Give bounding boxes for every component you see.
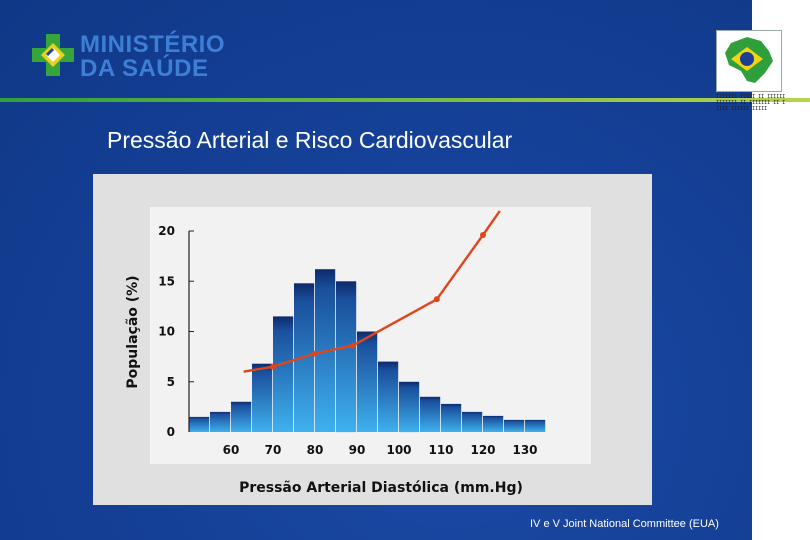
- brazil-logo-caption: IIIIIII IIIII II IIIIII IIIIIII II IIIII…: [716, 94, 786, 112]
- source-citation: IV e V Joint National Committee (EUA): [530, 518, 719, 530]
- bar-8: [357, 331, 378, 432]
- ministry-wordmark: MINISTÉRIO DA SAÚDE: [80, 33, 280, 81]
- brazil-logo: [716, 30, 782, 92]
- bar-2: [231, 401, 252, 432]
- y-tick-label-20: 20: [158, 224, 175, 238]
- bar-3: [252, 363, 273, 432]
- bars: [189, 269, 546, 433]
- bar-14: [483, 415, 504, 432]
- x-axis-title: Pressão Arterial Diastólica (mm.Hg): [239, 480, 523, 496]
- bar-0: [189, 416, 210, 432]
- y-axis-title: População (%): [125, 275, 141, 388]
- distribution-chart: 0 5 10 15 20 60 70 80 90 100 110 120 130 População …: [125, 207, 591, 496]
- y-tick-label-5: 5: [167, 375, 175, 389]
- ministry-line1: MINISTÉRIO: [80, 31, 226, 58]
- y-ticks: 0 5 10 15 20: [158, 224, 194, 439]
- bar-11: [420, 396, 441, 432]
- risk-curve-point-1: [312, 350, 318, 357]
- risk-curve-point-0: [270, 363, 276, 370]
- y-tick-label-10: 10: [158, 325, 175, 339]
- bar-12: [441, 403, 462, 432]
- bar-10: [399, 381, 420, 433]
- bar-9: [378, 361, 399, 432]
- brazil-map-icon: [725, 37, 773, 83]
- bar-4: [273, 316, 294, 432]
- risk-curve-point-3: [433, 296, 440, 303]
- slide-title: Pressão Arterial e Risco Cardiovascular: [107, 127, 513, 153]
- x-tick-label-110: 110: [428, 443, 453, 457]
- risk-curve: [243, 210, 501, 373]
- x-tick-label-80: 80: [307, 443, 324, 457]
- x-tick-label-90: 90: [349, 443, 366, 457]
- header-rule: [0, 98, 810, 102]
- chart-panel: 0 5 10 15 20 60 70 80 90 100 110 120 130 População …: [93, 174, 652, 505]
- bar-16: [525, 419, 546, 432]
- bar-7: [336, 281, 357, 433]
- risk-curve-point-2: [349, 342, 356, 349]
- x-tick-label-130: 130: [512, 443, 537, 457]
- y-tick-label-15: 15: [158, 274, 175, 288]
- health-cross-icon: [32, 34, 74, 76]
- x-tick-label-60: 60: [223, 443, 240, 457]
- bar-1: [210, 411, 231, 432]
- bar-13: [462, 411, 483, 432]
- risk-curve-point-4: [480, 232, 486, 238]
- x-tick-label-100: 100: [386, 443, 411, 457]
- x-ticks: 60 70 80 90 100 110 120 130: [223, 443, 538, 457]
- ministry-line2: DA SAÚDE: [80, 55, 209, 82]
- x-tick-label-70: 70: [265, 443, 282, 457]
- bar-15: [504, 419, 525, 432]
- x-tick-label-120: 120: [470, 443, 495, 457]
- y-tick-label-0: 0: [167, 425, 175, 439]
